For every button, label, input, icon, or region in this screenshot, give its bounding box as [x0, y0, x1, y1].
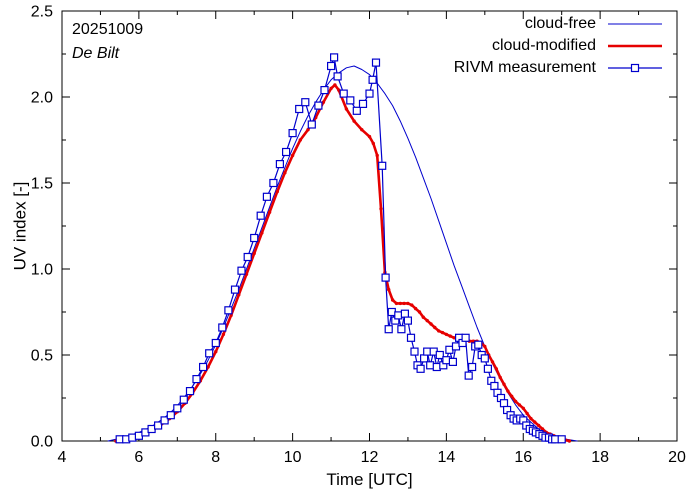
legend-item-cloud-free: cloud-free [454, 13, 664, 35]
y-tick-label: 0.0 [31, 434, 53, 451]
y-axis-label: UV index [-] [10, 181, 29, 271]
x-tick-label: 14 [437, 449, 455, 466]
x-tick-label: 10 [284, 449, 302, 466]
cloud-free-line-sample-icon [608, 23, 662, 25]
legend-label: cloud-free [524, 15, 596, 32]
y-tick-label: 2.5 [31, 4, 53, 21]
legend: cloud-free cloud-modified RIVM measureme… [454, 13, 664, 79]
series-cloud-free [107, 65, 578, 442]
legend-label: cloud-modified [491, 37, 596, 54]
x-tick-label: 8 [211, 449, 220, 466]
legend-label: RIVM measurement [453, 59, 596, 76]
x-tick-label: 6 [134, 449, 143, 466]
date-annotation: 20251009 [72, 21, 144, 38]
tick-labels: 4 6 8 10 12 14 16 18 20 0.0 0.5 1.0 1.5 2.0 2.5 [31, 4, 686, 467]
y-tick-label: 0.5 [31, 348, 53, 365]
cloud-modified-line-sample-icon [608, 44, 662, 48]
station-annotation: De Bilt [72, 45, 120, 62]
rivm-measurement-sample-icon [608, 63, 662, 73]
x-tick-label: 20 [668, 449, 686, 466]
series-cloud-modified [114, 83, 572, 443]
x-axis-label: Time [UTC] [326, 470, 413, 489]
legend-item-cloud-modified: cloud-modified [454, 35, 664, 57]
axis-ticks [61, 10, 678, 442]
y-tick-label: 1.5 [31, 176, 53, 193]
x-tick-label: 18 [591, 449, 609, 466]
y-tick-label: 1.0 [31, 262, 53, 279]
legend-item-rivm-measurement: RIVM measurement [454, 57, 664, 79]
y-tick-label: 2.0 [31, 90, 53, 107]
x-tick-label: 12 [361, 449, 379, 466]
x-tick-label: 16 [514, 449, 532, 466]
y-axis-label-wrap: UV index [-] [4, 0, 36, 452]
x-tick-label: 4 [58, 449, 67, 466]
series-rivm-measurement [115, 53, 566, 444]
